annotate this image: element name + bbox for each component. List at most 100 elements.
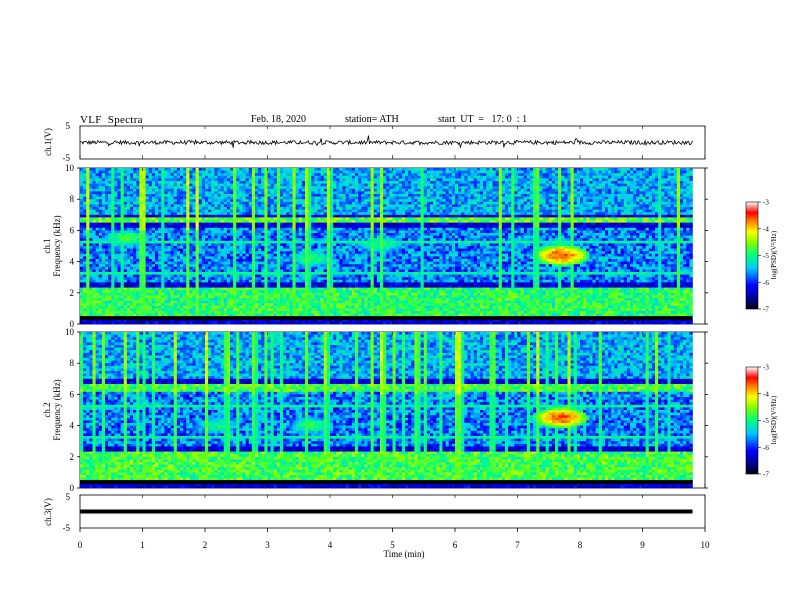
spectrogram-cell — [205, 306, 208, 309]
spectrogram-cell — [289, 186, 292, 189]
spectrogram-cell — [108, 264, 111, 267]
spectrogram-cell — [199, 264, 202, 267]
spectrogram-cell — [277, 189, 280, 192]
spectrogram-cell — [171, 168, 174, 171]
spectrogram-cell — [211, 191, 214, 194]
spectrogram-cell — [139, 246, 142, 249]
spectrogram-cell — [186, 176, 189, 179]
spectrogram-cell — [196, 280, 199, 283]
spectrogram-cell — [277, 230, 280, 233]
spectrogram-cell — [233, 186, 236, 189]
spectrogram-cell — [139, 220, 142, 223]
spectrogram-cell — [152, 264, 155, 267]
spectrogram-cell — [89, 277, 92, 280]
spectrogram-cell — [271, 215, 274, 218]
spectrogram-cell — [293, 241, 296, 244]
spectrogram-cell — [318, 178, 321, 181]
spectrogram-cell — [224, 202, 227, 205]
spectrogram-cell — [324, 314, 327, 317]
spectrogram-cell — [227, 241, 230, 244]
spectrogram-cell — [214, 280, 217, 283]
spectrogram-cell — [118, 241, 121, 244]
spectrogram-cell — [93, 243, 96, 246]
spectrogram-cell — [152, 233, 155, 236]
spectrogram-cell — [186, 238, 189, 241]
spectrogram-cell — [211, 243, 214, 246]
spectrogram-cell — [324, 173, 327, 176]
spectrogram-cell — [186, 236, 189, 239]
spectrogram-cell — [86, 306, 89, 309]
spectrogram-cell — [161, 293, 164, 296]
spectrogram-cell — [127, 301, 130, 304]
spectrogram-cell — [336, 246, 339, 249]
spectrogram-cell — [236, 184, 239, 187]
spectrogram-cell — [102, 236, 105, 239]
spectrogram-cell — [230, 293, 233, 296]
spectrogram-cell — [199, 280, 202, 283]
spectrogram-cell — [189, 210, 192, 213]
spectrogram-cell — [255, 230, 258, 233]
spectrogram-cell — [202, 215, 205, 218]
spectrogram-cell — [130, 275, 133, 278]
spectrogram-cell — [164, 217, 167, 220]
spectrogram-cell — [274, 197, 277, 200]
spectrogram-cell — [196, 228, 199, 231]
spectrogram-cell — [189, 251, 192, 254]
spectrogram-cell — [124, 238, 127, 241]
spectrogram-cell — [246, 212, 249, 215]
spectrogram-cell — [330, 298, 333, 301]
spectrogram-cell — [221, 191, 224, 194]
spectrogram-cell — [314, 314, 317, 317]
spectrogram-cell — [164, 306, 167, 309]
spectrogram-cell — [99, 215, 102, 218]
spectrogram-cell — [130, 173, 133, 176]
spectrogram-cell — [318, 238, 321, 241]
spectrogram-cell — [283, 259, 286, 262]
spectrogram-cell — [224, 186, 227, 189]
spectrogram-cell — [96, 178, 99, 181]
spectrogram-cell — [336, 277, 339, 280]
spectrogram-cell — [202, 282, 205, 285]
spectrogram-cell — [205, 293, 208, 296]
spectrogram-cell — [243, 277, 246, 280]
spectrogram-cell — [83, 204, 86, 207]
spectrogram-cell — [164, 197, 167, 200]
spectrogram-cell — [311, 233, 314, 236]
spectrogram-cell — [327, 236, 330, 239]
spectrogram-cell — [258, 293, 261, 296]
spectrogram-cell — [243, 269, 246, 272]
spectrogram-cell — [277, 311, 280, 314]
spectrogram-cell — [324, 233, 327, 236]
spectrogram-cell — [308, 243, 311, 246]
spectrogram-cell — [252, 238, 255, 241]
spectrogram-cell — [211, 171, 214, 174]
spectrogram-cell — [261, 288, 264, 291]
spectrogram-cell — [243, 246, 246, 249]
spectrogram-cell — [261, 301, 264, 304]
spectrogram-cell — [314, 311, 317, 314]
spectrogram-cell — [333, 194, 336, 197]
spectrogram-cell — [239, 290, 242, 293]
spectrogram-cell — [152, 236, 155, 239]
spectrogram-cell — [286, 199, 289, 202]
spectrogram-cell — [108, 298, 111, 301]
spectrogram-cell — [105, 314, 108, 317]
spectrogram-cell — [333, 275, 336, 278]
spectrogram-cell — [249, 194, 252, 197]
spectrogram-cell — [246, 311, 249, 314]
spectrogram-cell — [124, 282, 127, 285]
spectrogram-cell — [99, 212, 102, 215]
spectrogram-cell — [177, 290, 180, 293]
spectrogram-cell — [221, 254, 224, 257]
spectrogram-cell — [108, 215, 111, 218]
spectrogram-cell — [252, 217, 255, 220]
spectrogram-cell — [118, 311, 121, 314]
spectrogram-cell — [180, 269, 183, 272]
spectrogram-cell — [321, 233, 324, 236]
spectrogram-cell — [161, 202, 164, 205]
spectrogram-cell — [99, 186, 102, 189]
spectrogram-cell — [289, 204, 292, 207]
spectrogram-cell — [152, 295, 155, 298]
spectrogram-cell — [133, 246, 136, 249]
spectrogram-cell — [114, 189, 117, 192]
